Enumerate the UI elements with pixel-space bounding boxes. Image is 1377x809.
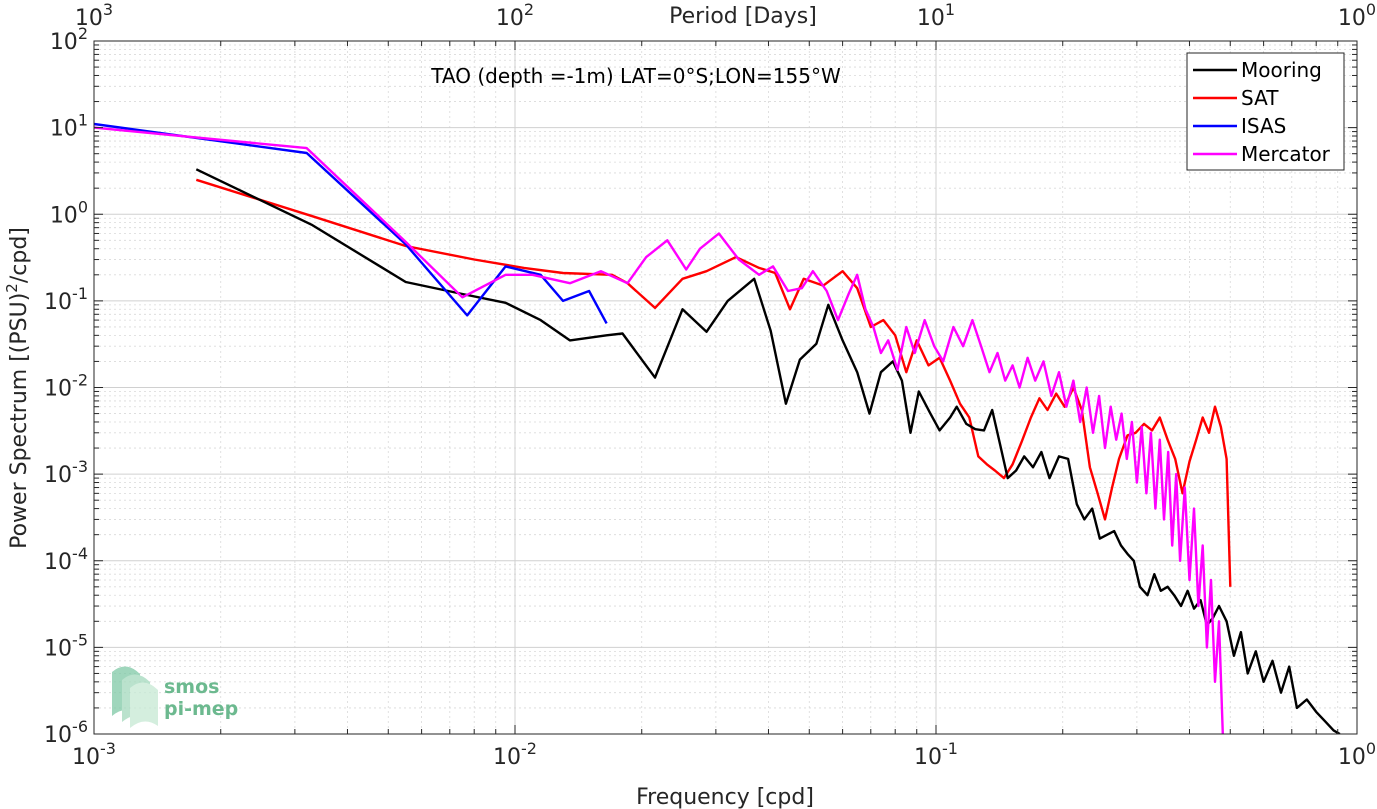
series-line-isas [94, 122, 608, 324]
chart-title: TAO (depth =-1m) LAT=0°S;LON=155°W [430, 64, 841, 88]
legend-label-sat: SAT [1241, 86, 1279, 110]
top-tick-labels: 103 102 101 100 [75, 0, 1376, 31]
top-tick-label: 100 [1338, 0, 1376, 31]
series-lines [94, 122, 1341, 734]
y-axis-label: Power Spectrum [(PSU)2/cpd] [3, 227, 32, 549]
legend-label-isas: ISAS [1241, 114, 1286, 138]
x-tick-label: 10-3 [72, 739, 116, 770]
axis-ticks [93, 40, 1358, 735]
top-tick-label: 102 [496, 0, 534, 31]
y-tick-label: 102 [50, 24, 88, 55]
legend-label-mercator: Mercator [1241, 142, 1331, 166]
y-tick-label: 10-2 [44, 371, 88, 402]
y-tick-label: 10-3 [44, 457, 88, 488]
legend-label-mooring: Mooring [1241, 58, 1322, 82]
y-tick-label: 10-5 [44, 630, 88, 661]
logo-waves-icon [112, 666, 158, 728]
smos-pi-mep-logo: smos pi-mep [112, 666, 238, 728]
series-line-mercator [94, 126, 1224, 734]
x-tick-labels: 10-3 10-2 10-1 100 [72, 739, 1376, 770]
y-axis-label-sup: 2 [3, 283, 21, 293]
y-axis-label-tail: /cpd] [7, 227, 32, 283]
x-tick-label: 10-2 [493, 739, 537, 770]
series-line-mooring [195, 168, 1341, 734]
y-tick-labels: 10-6 10-5 10-4 10-3 10-2 10-1 100 101 102 [44, 24, 88, 748]
y-tick-label: 10-4 [44, 544, 88, 575]
x-tick-label: 100 [1338, 739, 1376, 770]
top-axis-label: Period [Days] [669, 4, 817, 29]
x-axis-label: Frequency [cpd] [636, 785, 814, 809]
top-tick-label: 101 [917, 0, 955, 31]
y-tick-label: 10-6 [44, 717, 88, 748]
series-line-sat [195, 178, 1232, 587]
y-tick-label: 100 [50, 197, 88, 228]
x-tick-label: 10-1 [914, 739, 958, 770]
logo-line1: smos [164, 676, 219, 698]
legend-box [1186, 52, 1345, 171]
y-tick-label: 10-1 [44, 284, 88, 315]
legend: Mooring SAT ISAS Mercator [1186, 52, 1345, 171]
top-tick-label: 103 [75, 0, 113, 31]
y-axis-label-main: Power Spectrum [(PSU) [7, 293, 32, 549]
y-tick-label: 101 [50, 111, 88, 142]
logo-line2: pi-mep [164, 698, 238, 720]
